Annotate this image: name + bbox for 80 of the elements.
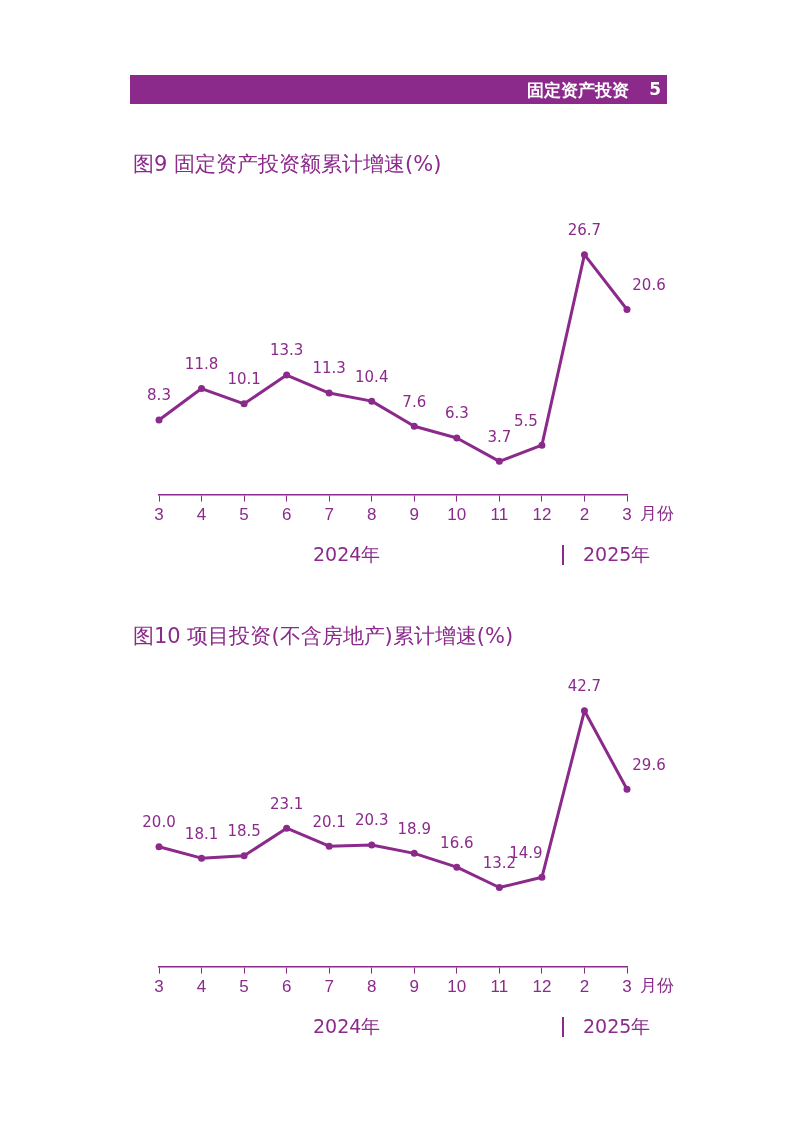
data-label: 10.1 [227,370,261,389]
point [198,385,206,393]
data-label: 8.3 [147,386,171,405]
x-tick-label: 8 [366,977,377,997]
data-label: 42.7 [567,677,602,696]
point [495,884,503,892]
x-tick-label: 3 [154,505,164,525]
data-label: 20.6 [632,275,666,294]
point [240,400,248,408]
point [283,824,291,832]
text: 2024年 [313,542,381,567]
data-label: 20.3 [355,811,389,830]
data-label: 3.7 [487,427,512,446]
x-tick-label: 3 [622,505,632,525]
data-label: 10.4 [355,367,389,386]
point [623,305,631,313]
x-tick-label: 9 [409,977,420,997]
point [240,852,248,860]
text: 5 [649,79,661,99]
point [453,434,461,442]
point [283,371,291,379]
data-label: 18.1 [184,824,219,843]
point [198,854,206,862]
data-label: 23.1 [269,794,304,813]
point [580,251,588,259]
x-tick-label: 3 [154,977,164,997]
point [623,785,631,793]
x-axis-title: 月份 [640,975,674,996]
x-tick-label: 8 [366,505,377,525]
x-tick-label: 3 [622,977,632,997]
x-tick-label: 2 [579,505,590,525]
x-axis-title: 月份 [640,503,674,524]
chart-title: 图9 固定资产投资额累计增速(%) [133,151,442,178]
x-tick-label: 12 [532,977,552,997]
x-tick-label: 10 [447,977,467,997]
data-label: 11.8 [184,354,219,373]
data-label: 18.5 [227,822,261,841]
data-label: 11.3 [312,359,346,378]
x-tick-label: 12 [532,505,552,525]
x-tick-label: 10 [447,505,467,525]
point [495,457,503,465]
data-label: 5.5 [513,411,538,430]
data-label: 18.9 [397,819,431,838]
x-tick-label: 11 [490,977,509,997]
point [410,849,418,857]
x-tick-label: 7 [324,505,334,525]
x-tick-label: 6 [281,505,292,525]
data-label: 13.3 [269,341,304,360]
point [368,841,376,849]
x-tick-label: 5 [239,505,249,525]
text: 固定资产投资 [527,79,629,102]
data-label: 29.6 [632,755,666,774]
data-label: 20.0 [142,813,176,832]
data-label: 6.3 [444,404,469,423]
data-label: 26.7 [567,221,602,240]
data-label: 20.1 [312,812,346,831]
point [325,842,333,850]
x-tick-label: 6 [281,977,292,997]
point [368,397,376,405]
text: 2024年 [313,1014,381,1039]
point [538,441,546,449]
text: 2025年 [583,542,651,567]
point [155,416,163,424]
point [538,873,546,881]
data-label: 7.6 [402,392,427,411]
x-tick-label: 4 [196,977,207,997]
point [580,707,588,715]
x-tick-label: 7 [324,977,334,997]
x-tick-label: 11 [490,505,509,525]
x-tick-label: 4 [196,505,207,525]
x-tick-label: 9 [409,505,420,525]
x-tick-label: 2 [579,977,590,997]
point [325,389,333,397]
x-tick-label: 5 [239,977,249,997]
text: 2025年 [583,1014,651,1039]
chart-title: 图10 项目投资(不含房地产)累计增速(%) [133,623,514,650]
data-label: 16.6 [440,833,474,852]
point [453,863,461,871]
point [410,422,418,430]
point [155,843,163,851]
